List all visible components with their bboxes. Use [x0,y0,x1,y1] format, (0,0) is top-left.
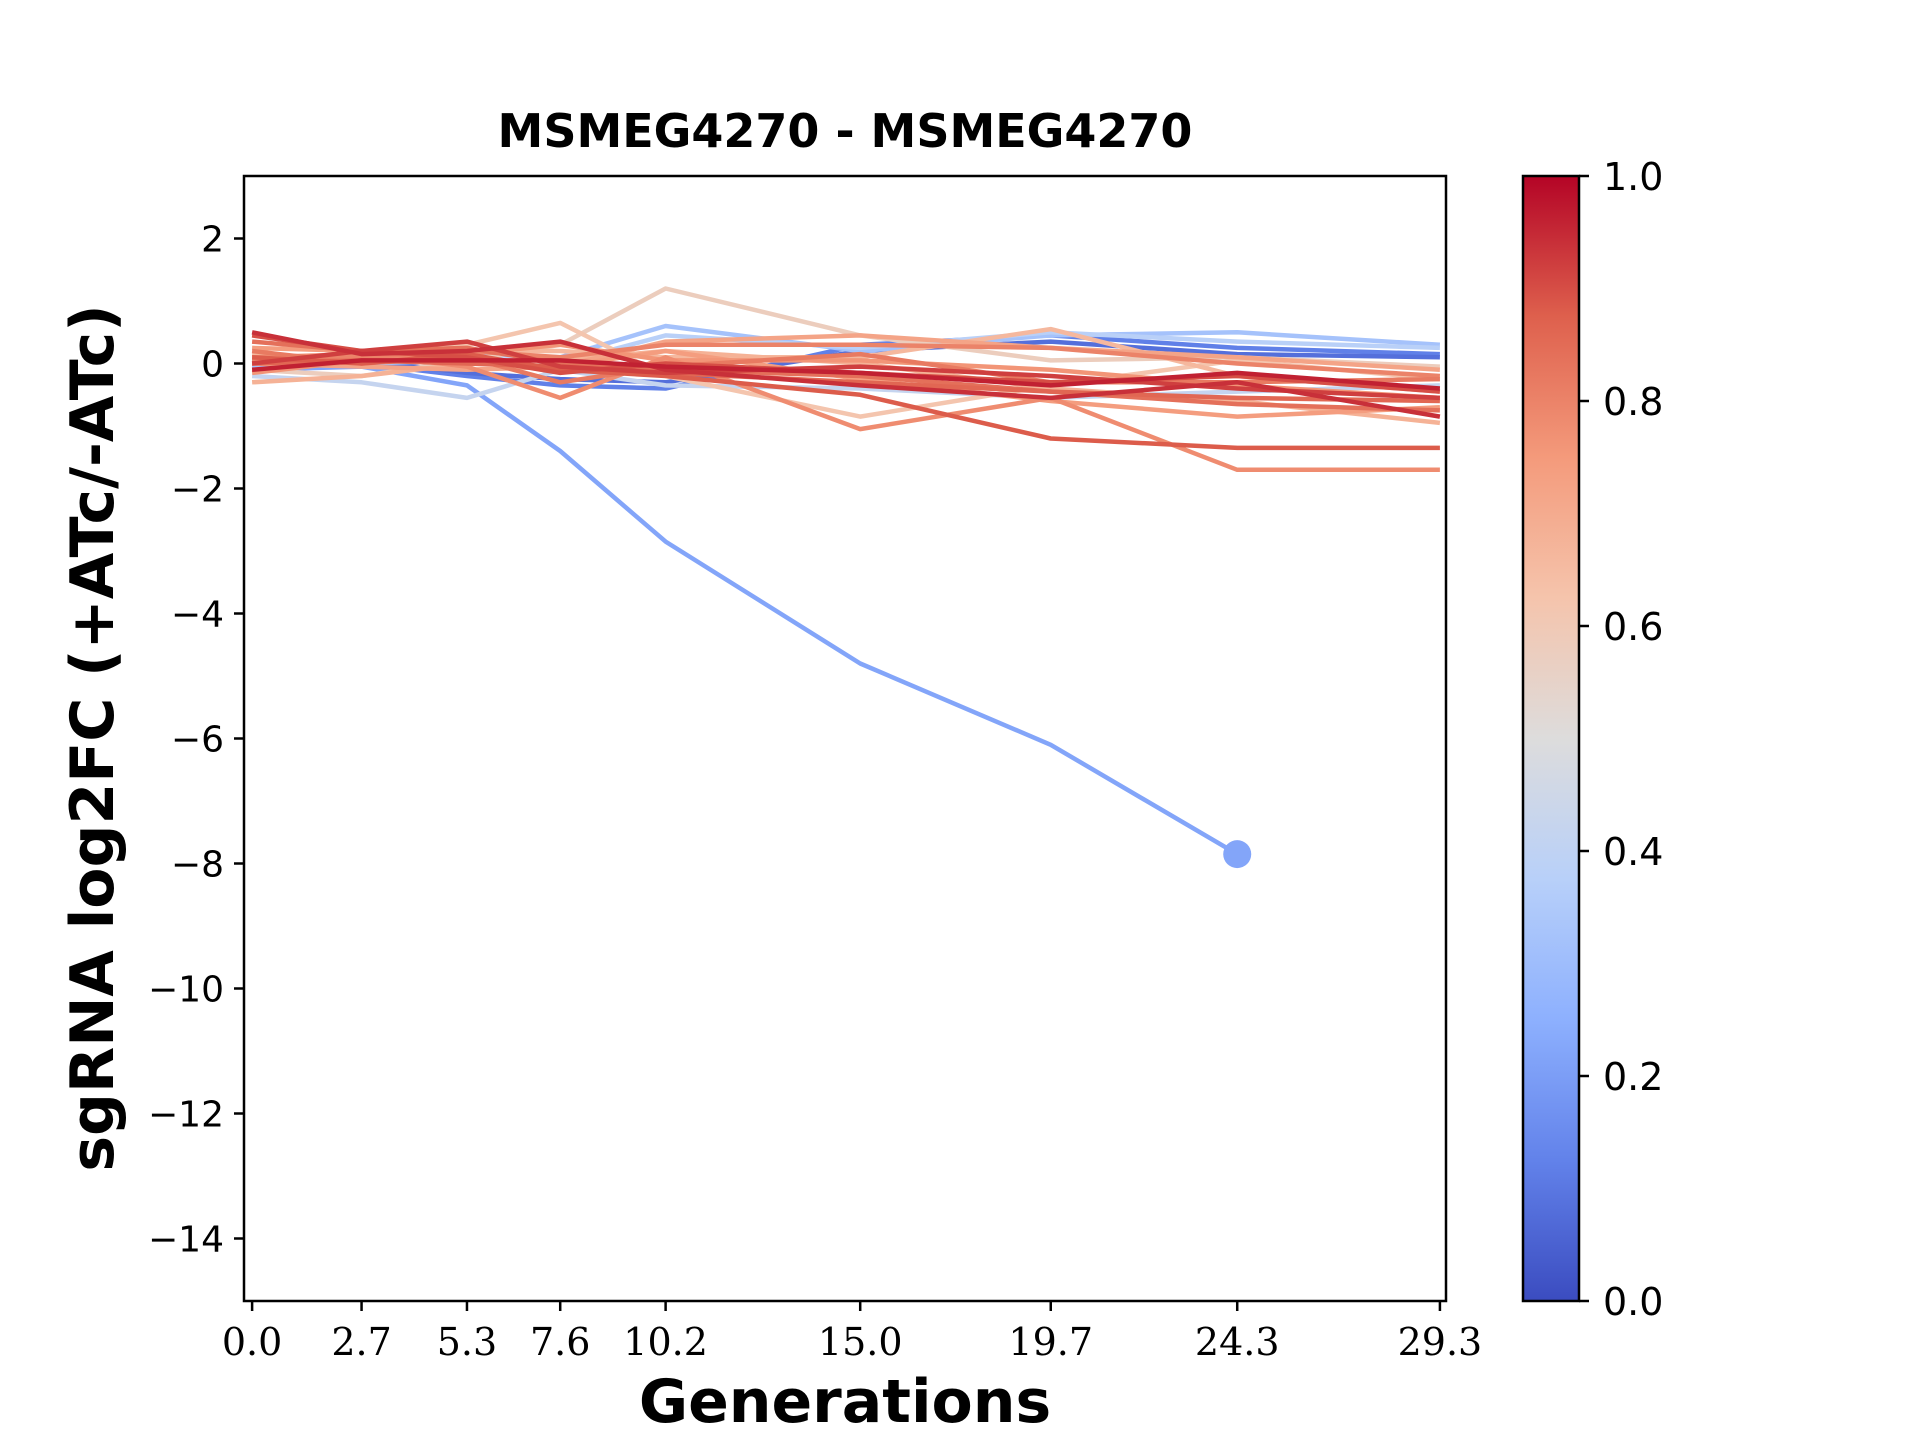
colorbar-tick-label: 1.0 [1603,155,1663,199]
x-tick-label: 10.2 [623,1320,708,1364]
series-line-23 [251,358,1441,391]
y-axis: 2 0 −2 −4 −6 −8 −10 −12 −14 [148,220,244,1261]
chart-title: MSMEG4270 - MSMEG4270 [498,104,1193,158]
colorbar-tick-label: 0.6 [1603,605,1663,649]
x-tick-label: 0.0 [222,1320,282,1364]
colorbar-tick-label: 0.8 [1603,380,1663,424]
colorbar-tick-label: 0.4 [1603,830,1663,874]
y-tick-label: 2 [201,220,224,261]
colorbar-tick-label: 0.0 [1603,1280,1663,1324]
y-tick-label: −4 [171,595,224,636]
series-line-1 [252,364,1239,857]
x-axis-label: Generations [639,1367,1051,1437]
y-tick-label: −14 [148,1220,224,1261]
x-tick-label: 24.3 [1195,1320,1280,1364]
x-tick-label: 2.7 [331,1320,391,1364]
y-tick-label: −8 [171,845,224,886]
series-end-marker [1223,840,1252,869]
x-tick-label: 19.7 [1008,1320,1093,1364]
y-tick-label: −2 [171,470,224,511]
y-tick-label: 0 [201,345,224,386]
series-line-11 [252,333,1441,373]
x-tick-label: 29.3 [1398,1320,1483,1364]
y-tick-label: −6 [171,720,224,761]
y-axis-label: sgRNA log2FC (+ATc/-ATc) [58,304,128,1171]
x-tick-label: 15.0 [818,1320,903,1364]
marker-layer [1223,840,1252,869]
series-layer [251,286,1441,857]
x-tick-label: 5.3 [437,1320,497,1364]
y-tick-label: −12 [148,1095,224,1136]
colorbar [1521,174,1581,1303]
colorbar-tick-label: 0.2 [1603,1055,1663,1099]
x-tick-label: 7.6 [530,1320,590,1364]
x-axis: 0.0 2.7 5.3 7.6 10.2 15.0 19.7 24.3 29.3 [222,1301,1482,1364]
series-line-21 [251,339,1441,401]
series-line-22 [251,330,1441,419]
colorbar-axis: 0.0 0.2 0.4 0.6 0.8 1.0 [1579,155,1663,1324]
y-tick-label: −10 [148,970,224,1011]
